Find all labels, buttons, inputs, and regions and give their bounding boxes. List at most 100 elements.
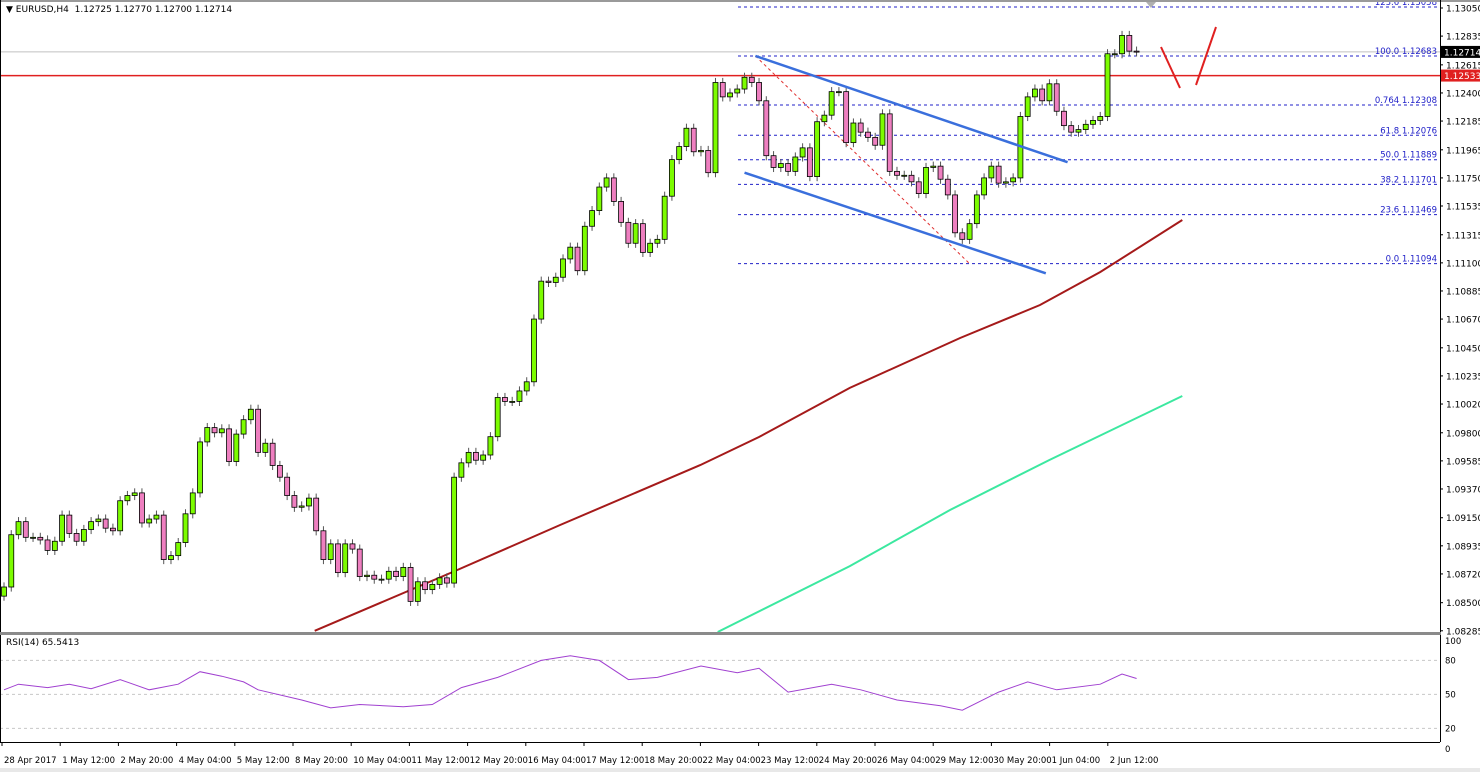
candle bbox=[821, 110, 828, 127]
candle-body-bull bbox=[175, 542, 182, 557]
candle bbox=[509, 396, 516, 406]
candle bbox=[814, 117, 821, 182]
candle bbox=[560, 254, 566, 282]
candle-body-bull bbox=[799, 147, 806, 158]
candle bbox=[894, 166, 900, 180]
candle-body-bull bbox=[1, 586, 7, 597]
candle-body-bear bbox=[226, 428, 232, 462]
candle-body-bull bbox=[247, 408, 254, 421]
candle bbox=[719, 77, 726, 102]
triangle-down-icon[interactable]: ▼ bbox=[6, 5, 16, 15]
y-tick-label: 1.12835 bbox=[1446, 33, 1480, 43]
candle-body-bear bbox=[66, 514, 73, 534]
candle bbox=[465, 447, 472, 468]
fib-level-label: 100.0 1.12683 bbox=[1375, 47, 1437, 57]
candle-body-bear bbox=[843, 91, 850, 144]
x-tick-label: 1 May 12:00 bbox=[62, 756, 115, 766]
candle bbox=[1053, 79, 1060, 116]
y-tick-label: 1.11535 bbox=[1446, 203, 1480, 213]
candle bbox=[8, 530, 15, 592]
rsi-axis-label: 50 bbox=[1445, 690, 1456, 700]
candle bbox=[552, 272, 559, 288]
candle bbox=[407, 562, 414, 606]
candle-body-bear bbox=[719, 82, 726, 98]
candle bbox=[901, 170, 908, 180]
candle-body-bear bbox=[872, 136, 879, 146]
candle bbox=[799, 143, 806, 162]
x-tick-label: 23 May 12:00 bbox=[761, 756, 819, 766]
candle-body-bear bbox=[894, 170, 900, 176]
resistance-price-badge-text: 1.12533 bbox=[1444, 72, 1480, 82]
candle-body-bull bbox=[298, 505, 305, 508]
bottom-bar bbox=[0, 768, 1480, 772]
candle-body-bull bbox=[15, 521, 22, 536]
y-tick-label: 1.13050 bbox=[1446, 5, 1480, 15]
candle bbox=[879, 109, 886, 150]
candle bbox=[211, 422, 218, 438]
candle bbox=[1068, 121, 1075, 137]
candle-body-bear bbox=[335, 543, 341, 574]
fib-level-label: 0.0 1.11094 bbox=[1386, 255, 1437, 265]
candle-body-bull bbox=[661, 195, 668, 240]
candle-body-bull bbox=[814, 121, 821, 178]
fib-diagonal-line bbox=[755, 55, 970, 265]
candle-body-bear bbox=[37, 536, 44, 541]
candle-body-bull bbox=[531, 318, 537, 383]
candle-body-bear bbox=[1133, 50, 1140, 53]
candle-body-bear bbox=[291, 495, 298, 508]
rsi-axis-label: 20 bbox=[1445, 724, 1456, 734]
candle-body-bear bbox=[545, 280, 552, 283]
fib-level-label: 38.2 1.11701 bbox=[1380, 175, 1437, 185]
candle bbox=[313, 493, 320, 536]
candle bbox=[80, 524, 87, 546]
candle bbox=[944, 174, 951, 200]
candle-body-bear bbox=[937, 165, 944, 180]
candle-body-bear bbox=[1061, 110, 1067, 127]
candle bbox=[422, 577, 428, 595]
y-tick-label: 1.08720 bbox=[1446, 570, 1480, 580]
candle bbox=[959, 228, 966, 244]
candle-body-bear bbox=[313, 497, 320, 532]
candle bbox=[1126, 30, 1133, 56]
candle-body-bull bbox=[95, 518, 102, 523]
rsi-line bbox=[3, 655, 1137, 711]
candle bbox=[378, 574, 385, 584]
candle bbox=[1097, 111, 1104, 125]
y-tick-label: 1.08285 bbox=[1446, 627, 1480, 637]
candle bbox=[581, 221, 588, 276]
candle bbox=[973, 190, 980, 229]
candle-body-bull bbox=[465, 451, 472, 464]
candle-body-bull bbox=[850, 122, 857, 144]
candle-body-bull bbox=[131, 492, 138, 496]
candle bbox=[182, 509, 189, 548]
ohlc-values: 1.12725 1.12770 1.12700 1.12714 bbox=[74, 5, 233, 15]
candle-body-bull bbox=[523, 381, 530, 392]
candle-body-bull bbox=[218, 428, 225, 434]
x-tick-label: 1 Jun 04:00 bbox=[1052, 756, 1101, 766]
channel-upper-line bbox=[755, 54, 1068, 164]
candle bbox=[545, 276, 552, 288]
candle bbox=[966, 219, 973, 244]
candle-body-bull bbox=[1032, 88, 1038, 98]
current-price-badge bbox=[1441, 45, 1480, 58]
candle-body-bull bbox=[342, 543, 349, 574]
candle bbox=[785, 158, 791, 176]
candle bbox=[1, 582, 7, 601]
candle-body-bull bbox=[494, 397, 501, 438]
candle-body-bull bbox=[364, 574, 370, 577]
candle bbox=[610, 173, 617, 207]
candle-body-bear bbox=[625, 221, 632, 244]
candle-body-bull bbox=[400, 566, 407, 577]
candle bbox=[995, 161, 1002, 188]
x-tick-label: 11 May 12:00 bbox=[411, 756, 469, 766]
candle bbox=[204, 422, 211, 447]
candle-body-bull bbox=[741, 76, 748, 90]
candle-body-bear bbox=[1068, 125, 1075, 133]
candle bbox=[589, 206, 595, 231]
fib-level-label: 123.6 1.13058 bbox=[1375, 0, 1437, 8]
candle-body-bull bbox=[777, 163, 784, 168]
candle-body-bull bbox=[429, 583, 436, 591]
candle bbox=[306, 493, 312, 511]
candle-body-bull bbox=[189, 492, 196, 515]
